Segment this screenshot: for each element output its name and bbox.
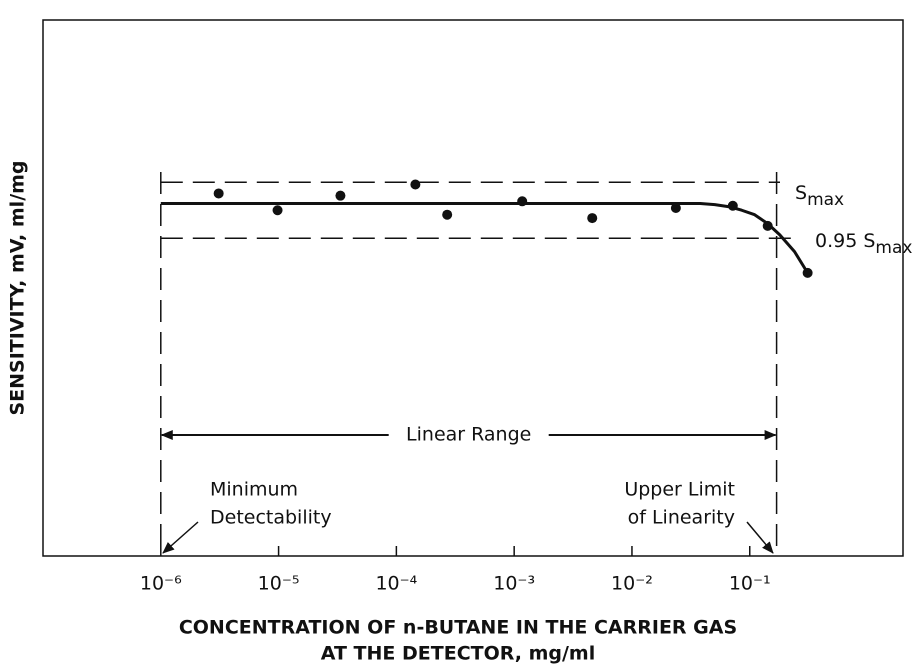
data-point <box>442 209 453 220</box>
plot-frame <box>42 19 904 557</box>
x-tick-label: 10⁻⁴ <box>375 573 417 595</box>
data-point <box>670 202 681 213</box>
x-axis-title: CONCENTRATION OF n-BUTANE IN THE CARRIER… <box>179 617 737 639</box>
reference-label-sub: max <box>807 190 844 210</box>
reference-label-main: 0.95 S <box>815 230 875 252</box>
x-axis-title: AT THE DETECTOR, mg/ml <box>321 643 595 665</box>
annotation: Minimum <box>210 479 298 501</box>
data-point <box>587 213 598 224</box>
x-tick-label: 10⁻⁶ <box>140 573 182 595</box>
annotation: of Linearity <box>628 507 735 529</box>
data-point <box>272 205 283 216</box>
annotation-arrow <box>162 521 199 554</box>
x-tick-label: 10⁻³ <box>493 573 535 595</box>
data-point <box>335 190 346 201</box>
data-point <box>213 188 224 199</box>
x-tick-label: 10⁻⁵ <box>258 573 300 595</box>
y-axis-title: SENSITIVITY, mV, ml/mg <box>7 160 29 415</box>
reference-label: 0.95 Smax <box>815 230 912 259</box>
data-point <box>727 200 738 211</box>
data-point <box>762 220 773 231</box>
x-tick-label: 10⁻¹ <box>729 573 771 595</box>
data-point <box>410 179 421 190</box>
annotation: Detectability <box>210 507 332 529</box>
reference-label-sub: max <box>875 238 912 258</box>
x-tick-label: 10⁻² <box>611 573 653 595</box>
annotation-arrow <box>746 521 774 554</box>
reference-label: Smax <box>795 182 844 211</box>
reference-label-main: S <box>795 182 807 204</box>
range-label: Linear Range <box>406 424 531 446</box>
annotation: Upper Limit <box>624 479 735 501</box>
data-point <box>517 196 528 207</box>
fit-curve <box>160 202 809 274</box>
data-point <box>802 267 813 278</box>
